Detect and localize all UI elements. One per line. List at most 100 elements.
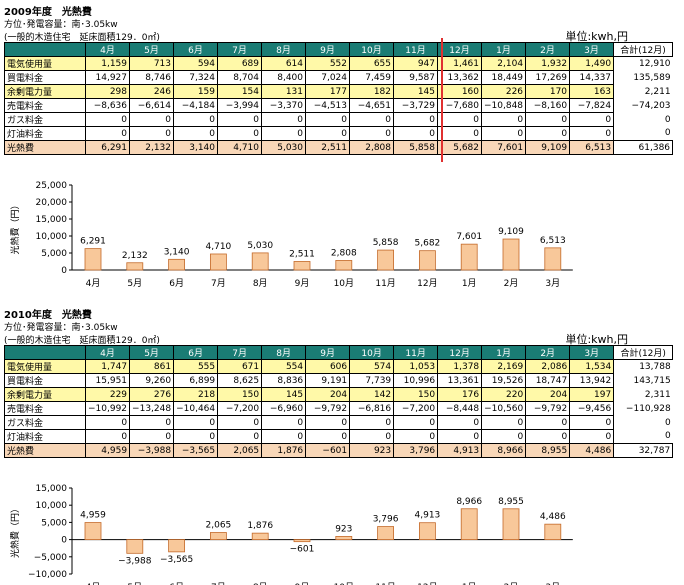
total-cell: −110,928	[613, 401, 673, 416]
value-cell: 0	[173, 415, 219, 430]
value-cell: −10,848	[480, 98, 527, 113]
x-category-label: 2月	[504, 278, 519, 289]
value-cell: −7,200	[217, 401, 263, 416]
month-header: 10月	[349, 345, 395, 360]
y-tick-label: 0	[61, 266, 67, 276]
data-label: −601	[290, 545, 315, 555]
fiscal-divider-line	[441, 38, 443, 162]
value-cell: 17,269	[525, 70, 571, 85]
value-cell: 131	[261, 84, 306, 99]
value-cell: −9,456	[569, 401, 615, 416]
value-cell: 0	[173, 429, 219, 444]
value-cell: −4,184	[173, 98, 218, 113]
row-label: 余剰電力量	[4, 387, 86, 402]
bar	[377, 526, 395, 540]
value-cell: 0	[569, 429, 615, 444]
row-label: 電気使用量	[4, 359, 86, 374]
data-label: 8,966	[456, 497, 482, 507]
bar	[293, 539, 311, 543]
value-cell: 606	[305, 359, 351, 374]
value-cell: 170	[525, 84, 571, 99]
value-cell: 7,739	[349, 373, 395, 388]
row-label: 光熱費	[4, 443, 86, 458]
month-header: 4月	[85, 42, 130, 57]
section-title-2010: 2010年度 光熱費	[4, 310, 92, 321]
value-cell: 18,449	[480, 70, 527, 85]
value-cell: 8,704	[217, 70, 262, 85]
value-cell: 1,534	[569, 359, 615, 374]
month-header: 1月	[481, 345, 527, 360]
value-cell: 0	[261, 112, 306, 127]
value-cell: 3,796	[393, 443, 439, 458]
data-label: −3,988	[118, 556, 152, 566]
table-row: 余剰電力量 298 246 159 154 131 177 182 145 160 226 170 16…	[4, 84, 673, 99]
value-cell: 160	[437, 84, 482, 99]
total-cell: 12,910	[613, 56, 673, 71]
month-header: 11月	[393, 345, 439, 360]
value-cell: 176	[437, 387, 483, 402]
value-cell: 0	[85, 126, 130, 141]
value-cell: 204	[305, 387, 351, 402]
bar	[168, 258, 186, 271]
row-label: ガス料金	[4, 415, 86, 430]
bar-chart-2010: −10,000 −5,000 0 5,000 10,000 15,000 光熱費（円） 4,9…	[9, 484, 573, 585]
value-cell: −3,565	[173, 443, 219, 458]
data-label: 923	[335, 524, 352, 534]
value-cell: 19,526	[481, 373, 527, 388]
data-label: 4,710	[206, 242, 232, 252]
x-category-label: 12月	[417, 278, 437, 289]
header-corner-cell	[4, 42, 86, 57]
row-label: 売電料金	[4, 401, 86, 416]
x-category-label: 7月	[211, 278, 226, 289]
value-cell: 6,291	[85, 140, 130, 155]
bar	[251, 532, 269, 541]
data-table-2009: 4月 5月 6月 7月 8月 9月 10月 11月 12月 1月 2月 3月 合計(12月) 電気使用量 1…	[4, 42, 674, 155]
value-cell: 0	[437, 429, 483, 444]
x-category-label: 12月	[417, 582, 437, 585]
header-corner-cell	[4, 345, 86, 360]
section-note-2010: (一般的木造住宅 延床面積129．0㎡)	[4, 336, 160, 346]
value-cell: 0	[349, 112, 394, 127]
bar	[209, 253, 227, 271]
data-label: 3,796	[373, 515, 399, 525]
month-header: 8月	[261, 42, 306, 57]
data-label: 8,955	[498, 497, 524, 507]
row-label: 灯油料金	[4, 126, 86, 141]
x-category-label: 3月	[545, 278, 560, 289]
value-cell: 0	[305, 126, 350, 141]
bar	[209, 532, 227, 540]
value-cell: 0	[393, 112, 438, 127]
value-cell: 18,747	[525, 373, 571, 388]
value-cell: 0	[85, 112, 130, 127]
y-tick-label: 15,000	[36, 215, 68, 225]
value-cell: 1,747	[84, 359, 131, 374]
value-cell: 0	[217, 126, 262, 141]
x-category-label: 9月	[295, 278, 310, 289]
bar	[251, 252, 269, 271]
y-tick-label: −5,000	[34, 553, 68, 563]
value-cell: 145	[261, 387, 307, 402]
x-category-label: 11月	[375, 582, 395, 585]
value-cell: 276	[129, 387, 175, 402]
month-header: 9月	[305, 42, 350, 57]
value-cell: 0	[305, 112, 350, 127]
month-header: 12月	[437, 42, 482, 57]
data-label: 4,913	[415, 511, 441, 521]
row-label: 買電料金	[4, 70, 86, 85]
table-row: 買電料金 14,927 8,746 7,324 8,704 8,400 7,024 7,459…	[4, 70, 673, 85]
value-cell: 0	[261, 126, 306, 141]
value-cell: 182	[349, 84, 394, 99]
row-label: 余剰電力量	[4, 84, 86, 99]
value-cell: 947	[393, 56, 438, 71]
value-cell: 2,169	[481, 359, 527, 374]
x-category-label: 7月	[211, 582, 226, 585]
value-cell: 655	[349, 56, 394, 71]
value-cell: 0	[84, 429, 131, 444]
data-label: 2,511	[289, 249, 315, 259]
value-cell: 0	[129, 126, 174, 141]
value-cell: −8,448	[437, 401, 483, 416]
table-row: 余剰電力量 229 276 218 150 145 204 142 150 176 220 204 19…	[4, 387, 673, 402]
value-cell: 13,361	[437, 373, 483, 388]
x-category-label: 11月	[375, 278, 395, 289]
value-cell: 145	[393, 84, 438, 99]
